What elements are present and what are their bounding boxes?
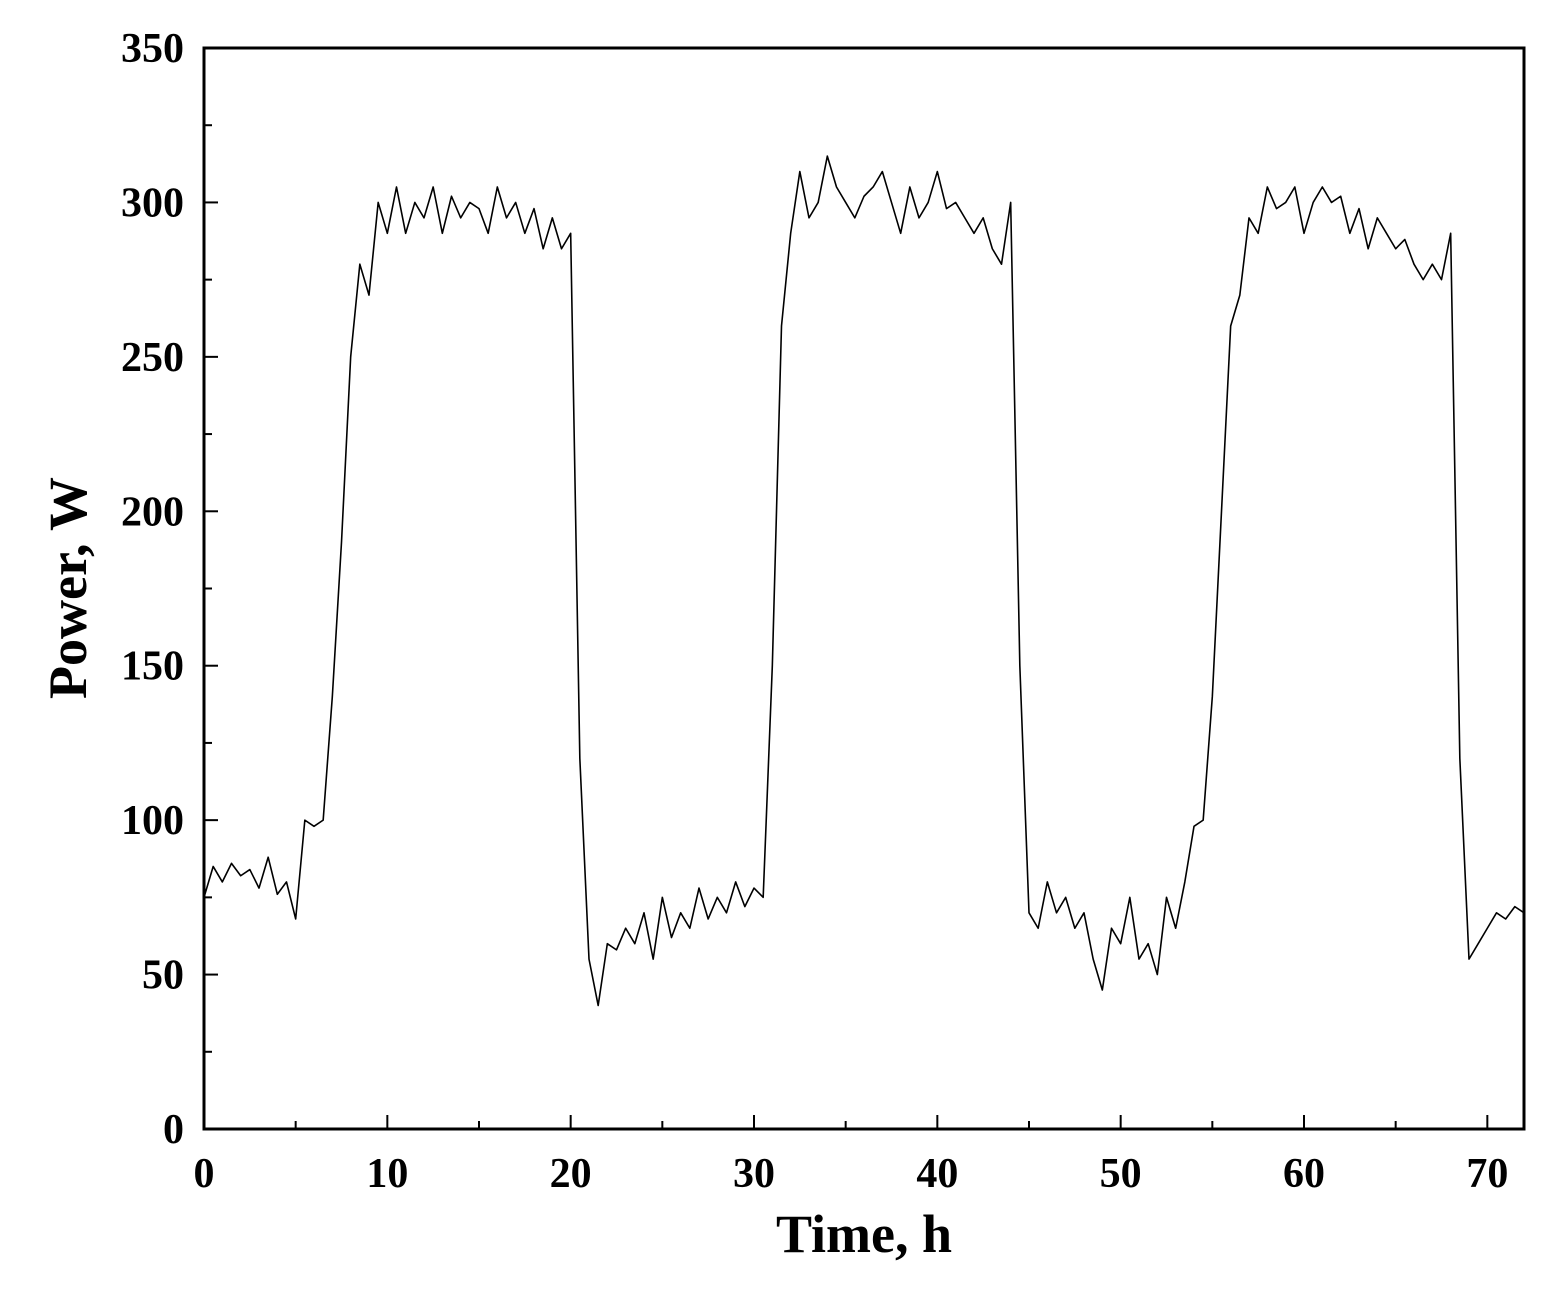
x-tick-label: 70 bbox=[1466, 1151, 1508, 1197]
y-tick-label: 150 bbox=[121, 644, 184, 690]
x-tick-label: 40 bbox=[916, 1151, 958, 1197]
y-tick-label: 300 bbox=[121, 180, 184, 226]
y-tick-label: 350 bbox=[121, 26, 184, 72]
x-tick-label: 60 bbox=[1283, 1151, 1325, 1197]
plot-frame bbox=[202, 46, 1526, 1131]
x-tick-label: 10 bbox=[366, 1151, 408, 1197]
x-axis-title: Time, h bbox=[776, 1204, 952, 1264]
y-tick-label: 100 bbox=[121, 798, 184, 844]
x-tick-label: 30 bbox=[733, 1151, 775, 1197]
x-tick-label: 50 bbox=[1100, 1151, 1142, 1197]
y-axis-title: Power, W bbox=[38, 477, 98, 699]
data-line bbox=[203, 155, 1525, 1007]
y-tick-label: 0 bbox=[163, 1107, 184, 1153]
y-tick-label: 200 bbox=[121, 489, 184, 535]
x-tick-label: 20 bbox=[550, 1151, 592, 1197]
y-tick-label: 50 bbox=[142, 953, 184, 999]
y-tick-label: 250 bbox=[121, 335, 184, 381]
x-tick-label: 0 bbox=[194, 1151, 215, 1197]
